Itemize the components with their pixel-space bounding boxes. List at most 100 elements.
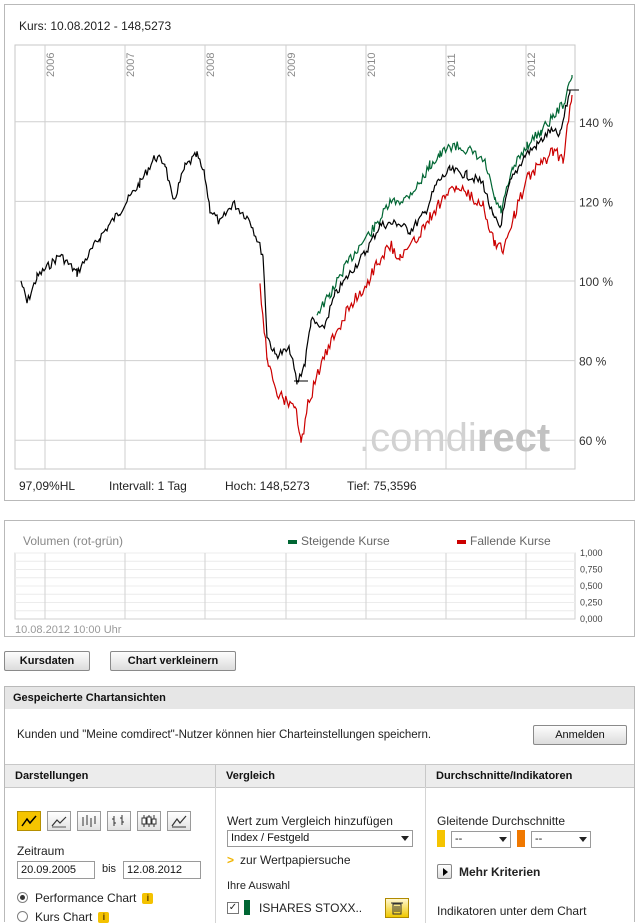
year-label: 2008 <box>205 53 217 77</box>
y-tick-label: 60 % <box>579 434 607 448</box>
mehr-kriterien-label: Mehr Kriterien <box>459 865 541 879</box>
falling-swatch <box>457 539 466 544</box>
chart-verkleinern-button[interactable]: Chart verkleinern <box>110 651 236 671</box>
saved-views-panel: Gespeicherte Chartansichten Kunden und "… <box>4 686 635 924</box>
auswahl-label: Ihre Auswahl <box>227 880 290 892</box>
ohlc-chart-icon <box>82 815 96 827</box>
comdirect-watermark: .comdirect <box>359 416 550 460</box>
play-icon <box>437 864 452 879</box>
info-icon[interactable]: i <box>98 912 110 924</box>
volume-chart: 1,000 0,750 0,500 0,250 0,000 <box>14 548 603 624</box>
ohlc-chart-button[interactable] <box>77 811 101 831</box>
falling-price-series <box>259 94 573 443</box>
bar-chart-icon <box>112 815 124 826</box>
mountain-chart-icon <box>51 816 67 828</box>
wertpapiersuche-link[interactable]: > zur Wertpapiersuche <box>227 853 351 867</box>
indikatoren-unter-label: Indikatoren unter dem Chart <box>437 904 587 918</box>
column-divider-1 <box>215 787 216 923</box>
auswahl-item: ISHARES STOXX.. <box>259 901 363 915</box>
performance-chart-radio[interactable] <box>17 892 28 903</box>
stat-interval: Intervall: 1 Tag <box>109 479 187 493</box>
volume-tick-label: 0,000 <box>580 614 603 624</box>
indikatoren-header: Durchschnitte/Indikatoren <box>425 764 634 788</box>
year-label: 2012 <box>526 53 538 77</box>
arrow-right-icon: > <box>227 853 235 867</box>
mehr-kriterien-button[interactable]: Mehr Kriterien <box>437 863 597 881</box>
area-chart-button[interactable] <box>167 811 191 831</box>
y-tick-label: 100 % <box>579 275 613 289</box>
bar-chart-button[interactable] <box>107 811 131 831</box>
year-label: 2010 <box>366 53 378 77</box>
gd-label: Gleitende Durchschnitte <box>437 814 566 828</box>
mountain-chart-button[interactable] <box>47 811 71 831</box>
line-chart-icon <box>21 815 37 827</box>
gd1-value: -- <box>455 833 463 845</box>
kursdaten-button[interactable]: Kursdaten <box>4 651 90 671</box>
delete-button[interactable] <box>385 898 409 918</box>
gd1-color <box>437 830 445 847</box>
column-divider-2 <box>425 787 426 923</box>
gd2-value: -- <box>535 833 543 845</box>
chart-header: Kurs: 10.08.2012 - 148,5273 <box>19 19 172 33</box>
y-tick-label: 120 % <box>579 195 613 209</box>
anmelden-button[interactable]: Anmelden <box>533 725 627 745</box>
gd2-color <box>517 830 525 847</box>
chevron-down-icon <box>499 837 507 842</box>
trash-icon <box>391 902 403 915</box>
vergleich-select-value: Index / Festgeld <box>231 832 310 844</box>
year-label: 2007 <box>125 53 137 77</box>
gd1-select[interactable]: -- <box>451 831 511 848</box>
wertpapiersuche-text: zur Wertpapiersuche <box>240 853 351 867</box>
candlestick-chart-icon <box>141 815 157 827</box>
info-icon[interactable]: i <box>142 893 154 905</box>
gd2-select[interactable]: -- <box>531 831 591 848</box>
volume-tick-label: 0,250 <box>580 598 603 608</box>
date-to-input[interactable]: 12.08.2012 <box>123 861 201 879</box>
legend-falling: Fallende Kurse <box>457 534 551 548</box>
volume-title: Volumen (rot-grün) <box>23 534 124 548</box>
legend-falling-label: Fallende Kurse <box>470 534 551 548</box>
stat-hl: 97,09%HL <box>19 479 76 493</box>
year-label: 2006 <box>45 53 57 77</box>
volume-tick-label: 0,750 <box>580 565 603 575</box>
volume-tick-label: 0,500 <box>580 581 603 591</box>
auswahl-checkbox[interactable]: ✓ <box>227 902 239 914</box>
price-series <box>20 89 571 385</box>
plot-area <box>14 44 576 470</box>
line-chart-button[interactable] <box>17 811 41 831</box>
volume-panel: Volumen (rot-grün) Steigende Kurse Falle… <box>4 520 635 637</box>
bis-label: bis <box>102 863 117 875</box>
y-tick-label: 140 % <box>579 116 613 130</box>
rising-swatch <box>288 539 297 544</box>
price-chart[interactable]: 2006 2007 2008 2009 2010 2011 2012 140 % 120 % 1… <box>5 5 636 475</box>
volume-tick-label: 1,000 <box>580 548 603 558</box>
legend-rising-label: Steigende Kurse <box>301 534 390 548</box>
y-tick-label: 80 % <box>579 355 607 369</box>
performance-chart-label[interactable]: Performance Chart i <box>35 891 154 905</box>
vergleich-add-label: Wert zum Vergleich hinzufügen <box>227 814 393 828</box>
year-label: 2009 <box>286 53 298 77</box>
rising-price-series <box>316 75 573 316</box>
area-chart-icon <box>171 815 187 828</box>
legend-rising: Steigende Kurse <box>288 534 390 548</box>
date-from-input[interactable]: 20.09.2005 <box>17 861 95 879</box>
darstellungen-header: Darstellungen <box>5 764 215 788</box>
vergleich-header: Vergleich <box>215 764 425 788</box>
saved-views-text: Kunden und "Meine comdirect"-Nutzer könn… <box>17 729 432 741</box>
saved-views-title: Gespeicherte Chartansichten <box>5 687 634 709</box>
auswahl-color-swatch <box>244 900 250 915</box>
kurs-chart-radio[interactable] <box>17 911 28 922</box>
stat-hoch: Hoch: 148,5273 <box>225 479 310 493</box>
zeitraum-label: Zeitraum <box>17 844 65 858</box>
stat-tief: Tief: 75,3596 <box>347 479 417 493</box>
kurs-chart-label[interactable]: Kurs Chart i <box>35 910 110 924</box>
kurs-chart-text: Kurs Chart <box>35 910 93 924</box>
vergleich-select[interactable]: Index / Festgeld <box>227 830 413 847</box>
candlestick-chart-button[interactable] <box>137 811 161 831</box>
chevron-down-icon <box>579 837 587 842</box>
price-chart-panel: Kurs: 10.08.2012 - 148,5273 2006 2007 2008… <box>4 4 635 501</box>
chevron-down-icon <box>401 836 409 841</box>
volume-timestamp: 10.08.2012 10:00 Uhr <box>15 624 122 636</box>
year-label: 2011 <box>446 53 458 77</box>
performance-chart-text: Performance Chart <box>35 891 137 905</box>
